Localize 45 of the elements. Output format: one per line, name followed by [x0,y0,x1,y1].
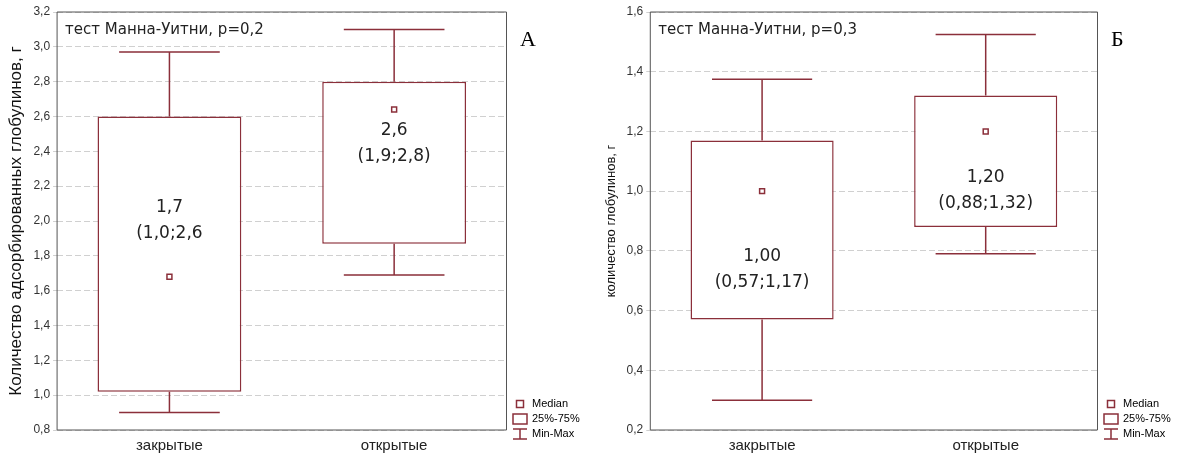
text: Min-Max [532,427,575,440]
y-tick-label: 3,2 [33,4,51,19]
annotation: 1,20 [966,165,1005,186]
y-tick-label: 1,6 [33,282,51,297]
text: Min-Max [1123,427,1166,440]
y-tick-label: 1,4 [33,317,51,332]
y-tick-label: 2,0 [33,213,51,228]
y-tick-label: 2,4 [33,143,51,158]
y-tick-label: 0,8 [33,422,51,437]
annotation: 1,7 [155,196,183,217]
annotation: тест Манна-Уитни, p=0,3 [658,19,858,38]
x-tick-label: закрытые [135,436,203,454]
text: А [520,26,536,52]
annotation: (0,88;1,32) [938,191,1034,212]
y-tick-label: 3,0 [33,39,51,54]
y-tick-label: 0,2 [626,422,644,437]
y-tick-label: 2,2 [33,178,51,193]
y-tick-label: 2,8 [33,73,51,88]
y-axis-title: количество глобулинов, г [603,144,619,298]
annotation: (1,9;2,8) [357,144,431,165]
text: Median [1123,397,1160,410]
y-tick-label: 1,2 [626,123,644,138]
y-tick-label: 2,6 [33,108,51,123]
annotation: 1,00 [743,244,782,265]
text: Median [532,397,569,410]
x-tick-label: открытые [952,436,1019,454]
text: 25%-75% [532,412,580,425]
text: 25%-75% [1123,412,1171,425]
y-tick-label: 0,4 [626,362,644,377]
y-tick-label: 1,0 [626,183,644,198]
y-tick-label: 1,4 [626,64,644,79]
annotation: (0,57;1,17) [714,270,810,291]
y-tick-label: 1,2 [33,352,51,367]
y-tick-label: 0,8 [626,243,644,258]
annotation: 2,6 [380,118,408,139]
y-tick-label: 1,6 [626,4,644,19]
text: Б [1111,26,1124,52]
y-tick-label: 1,0 [33,387,51,402]
y-axis-title: Количество адсорбированных глобулинов, г [5,46,25,396]
x-tick-label: открытые [360,436,428,454]
y-tick-label: 0,6 [626,302,644,317]
annotation: тест Манна-Уитни, p=0,2 [65,19,264,38]
y-tick-label: 1,8 [33,248,51,263]
x-tick-label: закрытые [728,436,796,454]
annotation: (1,0;2,6 [136,222,203,243]
